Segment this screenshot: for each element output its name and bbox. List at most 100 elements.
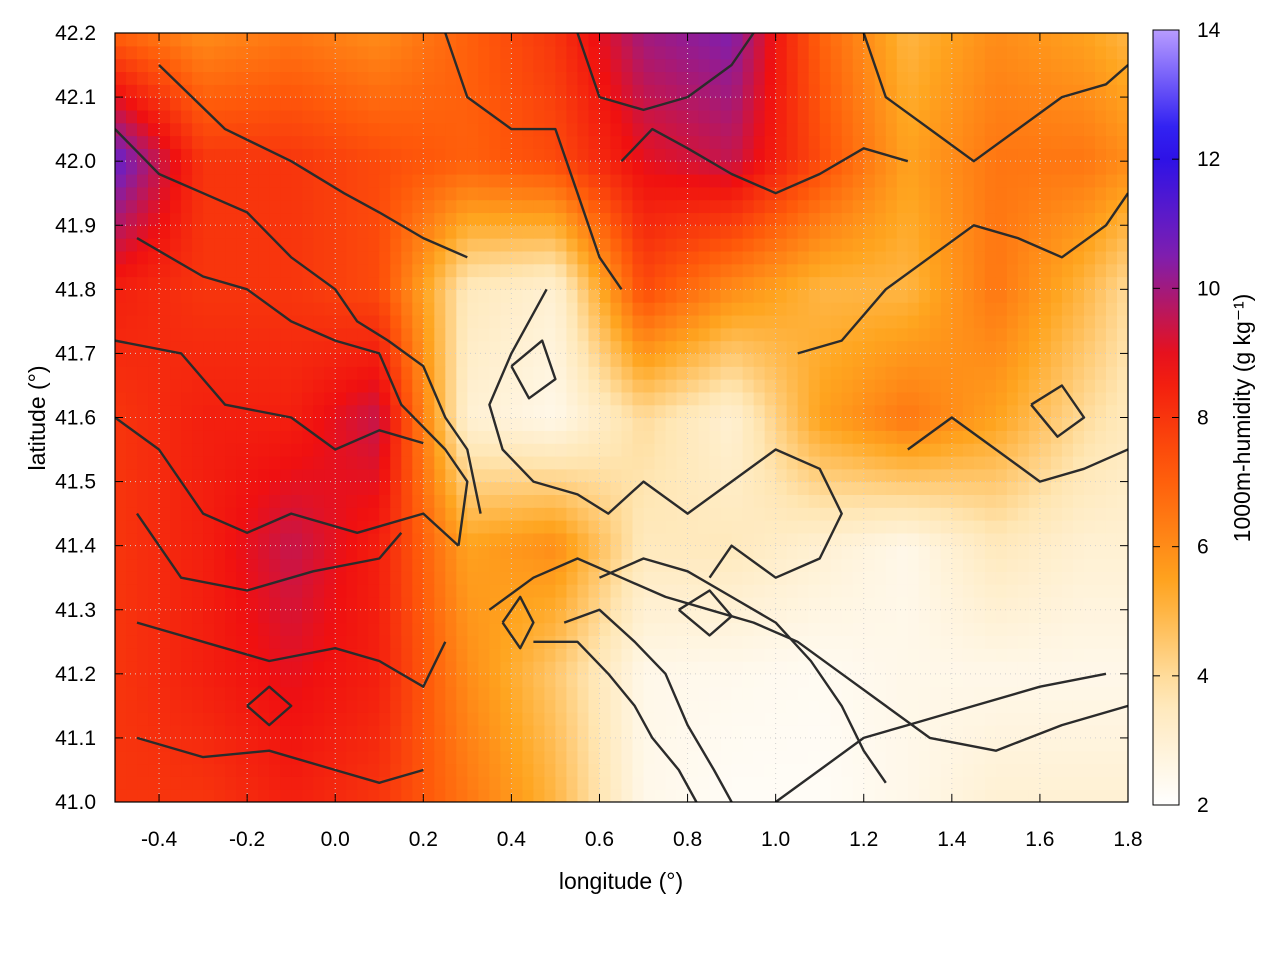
field-cell	[775, 455, 788, 470]
field-cell	[159, 109, 171, 124]
field-cell	[346, 186, 358, 201]
field-cell	[445, 212, 457, 226]
field-cell	[181, 340, 193, 355]
field-cell	[1050, 545, 1063, 560]
field-cell	[192, 186, 204, 201]
field-cell	[423, 686, 435, 701]
field-cell	[896, 212, 909, 226]
field-cell	[467, 596, 479, 611]
field-cell	[236, 263, 248, 278]
field-cell	[599, 366, 612, 380]
field-cell	[995, 276, 1008, 290]
field-cell	[445, 225, 457, 239]
field-cell	[170, 340, 182, 355]
field-cell	[511, 558, 523, 572]
field-cell	[995, 379, 1008, 393]
field-cell	[698, 584, 711, 598]
field-cell	[610, 314, 623, 329]
field-cell	[610, 455, 623, 470]
field-cell	[654, 340, 667, 355]
field-cell	[302, 455, 314, 470]
field-cell	[720, 148, 733, 162]
field-cell	[676, 545, 689, 560]
field-cell	[775, 430, 788, 444]
field-cell	[335, 263, 347, 278]
field-cell	[170, 763, 182, 777]
field-cell	[170, 314, 182, 329]
field-cell	[643, 148, 656, 162]
field-cell	[1116, 545, 1128, 560]
field-cell	[313, 199, 325, 214]
field-cell	[192, 545, 204, 560]
field-cell	[588, 289, 601, 303]
field-cell	[676, 417, 689, 431]
field-cell	[643, 481, 656, 495]
field-cell	[753, 507, 766, 521]
field-cell	[192, 238, 204, 252]
field-cell	[489, 430, 501, 444]
field-cell	[1083, 186, 1096, 201]
field-cell	[577, 366, 590, 380]
field-cell	[819, 558, 832, 572]
field-cell	[401, 686, 413, 701]
field-cell	[181, 558, 193, 572]
field-cell	[1039, 199, 1052, 214]
field-cell	[1039, 776, 1052, 790]
field-cell	[335, 302, 347, 316]
field-cell	[973, 289, 986, 303]
field-cell	[654, 545, 667, 560]
field-cell	[1039, 584, 1052, 598]
field-cell	[126, 737, 138, 752]
field-cell	[368, 571, 380, 585]
field-cell	[973, 238, 986, 252]
field-cell	[434, 340, 446, 355]
field-cell	[808, 430, 821, 444]
field-cell	[808, 353, 821, 367]
field-cell	[621, 455, 634, 470]
field-cell	[731, 289, 744, 303]
field-cell	[214, 558, 226, 572]
field-cell	[709, 545, 722, 560]
field-cell	[797, 186, 810, 201]
field-cell	[456, 686, 468, 701]
field-cell	[511, 327, 523, 342]
field-cell	[192, 737, 204, 752]
field-cell	[225, 712, 237, 726]
field-cell	[434, 584, 446, 598]
field-cell	[181, 212, 193, 226]
field-cell	[148, 584, 160, 598]
field-cell	[973, 199, 986, 214]
field-cell	[621, 417, 634, 431]
field-cell	[434, 289, 446, 303]
field-cell	[269, 97, 281, 111]
field-cell	[1006, 263, 1019, 278]
field-cell	[478, 289, 490, 303]
field-cell	[181, 545, 193, 560]
field-cell	[830, 161, 843, 175]
field-cell	[775, 648, 788, 662]
field-cell	[478, 571, 490, 585]
field-cell	[247, 532, 259, 547]
field-cell	[907, 161, 920, 175]
field-cell	[929, 532, 942, 547]
field-cell	[797, 712, 810, 726]
field-cell	[566, 443, 579, 457]
field-cell	[951, 173, 964, 188]
field-cell	[841, 571, 854, 585]
field-cell	[170, 648, 182, 662]
field-cell	[742, 635, 755, 649]
field-cell	[698, 122, 711, 137]
field-cell	[1028, 686, 1041, 701]
field-cell	[676, 737, 689, 752]
field-cell	[555, 571, 568, 585]
field-cell	[1006, 520, 1019, 534]
field-cell	[1105, 494, 1118, 508]
field-cell	[1083, 199, 1096, 214]
field-cell	[1094, 596, 1107, 611]
field-cell	[632, 737, 645, 752]
field-cell	[599, 584, 612, 598]
field-cell	[566, 135, 579, 149]
field-cell	[896, 250, 909, 265]
field-cell	[533, 263, 546, 278]
field-cell	[709, 596, 722, 611]
